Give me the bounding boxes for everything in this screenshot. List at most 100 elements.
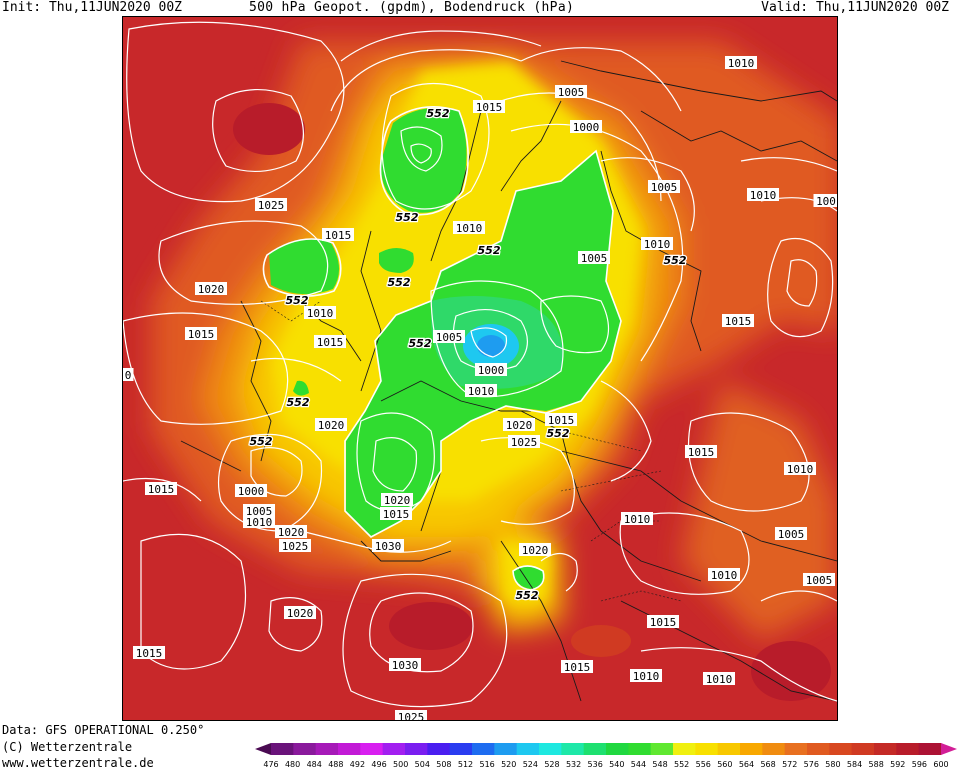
colorbar-cell: [874, 743, 897, 755]
isobar-label: 1020: [195, 282, 227, 296]
isobar-label: 1010: [725, 56, 757, 70]
colorbar-cell: [941, 743, 957, 755]
isobar-label-text: 1010: [706, 673, 733, 686]
colorbar-tick-label: 488: [328, 760, 343, 769]
isobar-label-text: 1015: [476, 101, 503, 114]
colorbar-cell: [427, 743, 451, 755]
colorbar-tick-label: 588: [869, 760, 884, 769]
colorbar-cells: [255, 743, 957, 755]
isobar-label: 1010: [708, 568, 740, 582]
colorbar-cell: [784, 743, 808, 755]
colorbar-tick-label: 584: [847, 760, 862, 769]
isobar-label-text: 1010: [711, 569, 738, 582]
colorbar-tick-label: 520: [501, 760, 516, 769]
colorbar-cell: [717, 743, 741, 755]
isobar-label-text: 1020: [506, 419, 533, 432]
colorbar-tick-label: 524: [523, 760, 538, 769]
isobar-label-text: 1020: [318, 419, 345, 432]
isobar-label: 1000: [475, 363, 507, 377]
colorbar-cell: [360, 743, 384, 755]
colorbar-cell: [516, 743, 540, 755]
colorbar-cell: [583, 743, 607, 755]
colorbar-cell: [449, 743, 473, 755]
geopotential-label: 552: [250, 435, 273, 448]
isobar-label-text: 1010: [246, 516, 273, 529]
colorbar-tick-label: 544: [631, 760, 646, 769]
geopotential-label: 552: [409, 337, 432, 350]
isobar-label: 1005: [775, 527, 807, 541]
isobar-label-text: 1015: [136, 647, 163, 660]
colorbar-cell: [382, 743, 406, 755]
colorbar-cell: [673, 743, 696, 755]
colorbar: 476 480 484 488 492 496 500 504 508 512 516 520 524 5…: [255, 743, 957, 769]
isobar-label-text: 1015: [325, 229, 352, 242]
isobar-label: 1015: [145, 482, 177, 496]
colorbar-cell: [851, 743, 875, 755]
isobar-label: 1015: [685, 445, 717, 459]
isobar-label-text: 1020: [384, 494, 411, 507]
isobar-label-text: 1005: [581, 252, 608, 265]
isobar-label: 1005: [578, 251, 610, 265]
isobar-label: 1020: [284, 606, 316, 620]
isobar-label-text: 1010: [456, 222, 483, 235]
isobar-label: 1025: [255, 198, 287, 212]
isobar-label-text: 1025: [282, 540, 309, 553]
isobar-label-text: 1005: [651, 181, 678, 194]
isobar-label: 1020: [315, 418, 347, 432]
isobar-label: 1010: [465, 384, 497, 398]
isobar-label-text: 1010: [624, 513, 651, 526]
isobar-label: 1025: [508, 435, 540, 449]
isobar-label: 1015: [545, 413, 577, 427]
colorbar-tick-label: 516: [479, 760, 494, 769]
colorbar-cell: [255, 743, 271, 755]
isobar-label: 1005: [803, 573, 835, 587]
isobar-label: 1000: [570, 120, 602, 134]
colorbar-cell: [628, 743, 652, 755]
colorbar-tick-label: 480: [285, 760, 300, 769]
colorbar-tick-label: 592: [890, 760, 905, 769]
colorbar-tick-label: 596: [912, 760, 927, 769]
isobar-label: 1005: [555, 85, 587, 99]
weather-map[interactable]: 1010 1005 1015 1000 1005 1010 100 1025 1010 1015 1…: [122, 16, 838, 721]
isobar-label: 1015: [473, 100, 505, 114]
isobar-label: 1015: [380, 507, 412, 521]
isobar-label-text: 1015: [383, 508, 410, 521]
isobar-label: 1025: [279, 539, 311, 553]
website-link[interactable]: www.wetterzentrale.de: [2, 756, 154, 770]
colorbar-tick-label: 556: [696, 760, 711, 769]
isobar-label: 1010: [621, 512, 653, 526]
isobar-label-text: 1005: [246, 505, 273, 518]
colorbar-tick-label: 504: [415, 760, 430, 769]
colorbar-cell: [695, 743, 719, 755]
isobar-label: 1015: [722, 314, 754, 328]
isobar-label-text: 1025: [511, 436, 538, 449]
isobar-label-text: 1025: [258, 199, 285, 212]
isobar-label: 1015: [561, 660, 593, 674]
colorbar-tick-label: 484: [307, 760, 322, 769]
geopotential-label: 552: [478, 244, 501, 257]
colorbar-tick-label: 548: [652, 760, 667, 769]
isobar-label-text: 1015: [548, 414, 575, 427]
colorbar-cell: [494, 743, 518, 755]
geopotential-label: 552: [547, 427, 570, 440]
isobar-label-text: 1025: [398, 711, 425, 720]
colorbar-cell: [338, 743, 361, 755]
isobar-label: 1010: [641, 237, 673, 251]
valid-time: Valid: Thu,11JUN2020 00Z: [761, 0, 949, 15]
isobar-label-text: 1000: [573, 121, 600, 134]
colorbar-cell: [606, 743, 629, 755]
isobar-label-text: 1020: [198, 283, 225, 296]
geopotential-label: 552: [287, 396, 310, 409]
isobar-label: 1020: [503, 418, 535, 432]
colorbar-tick-label: 560: [717, 760, 732, 769]
colorbar-cell: [650, 743, 674, 755]
isobar-label: 0: [123, 368, 134, 382]
isobar-label-text: 1005: [558, 86, 585, 99]
isobar-label-text: 1005: [436, 331, 463, 344]
isobar-label: 1015: [314, 335, 346, 349]
colorbar-tick-label: 540: [609, 760, 624, 769]
colorbar-cell: [539, 743, 562, 755]
isobar-label: 1015: [647, 615, 679, 629]
colorbar-cell: [896, 743, 920, 755]
isobar-label: 1005: [433, 330, 465, 344]
